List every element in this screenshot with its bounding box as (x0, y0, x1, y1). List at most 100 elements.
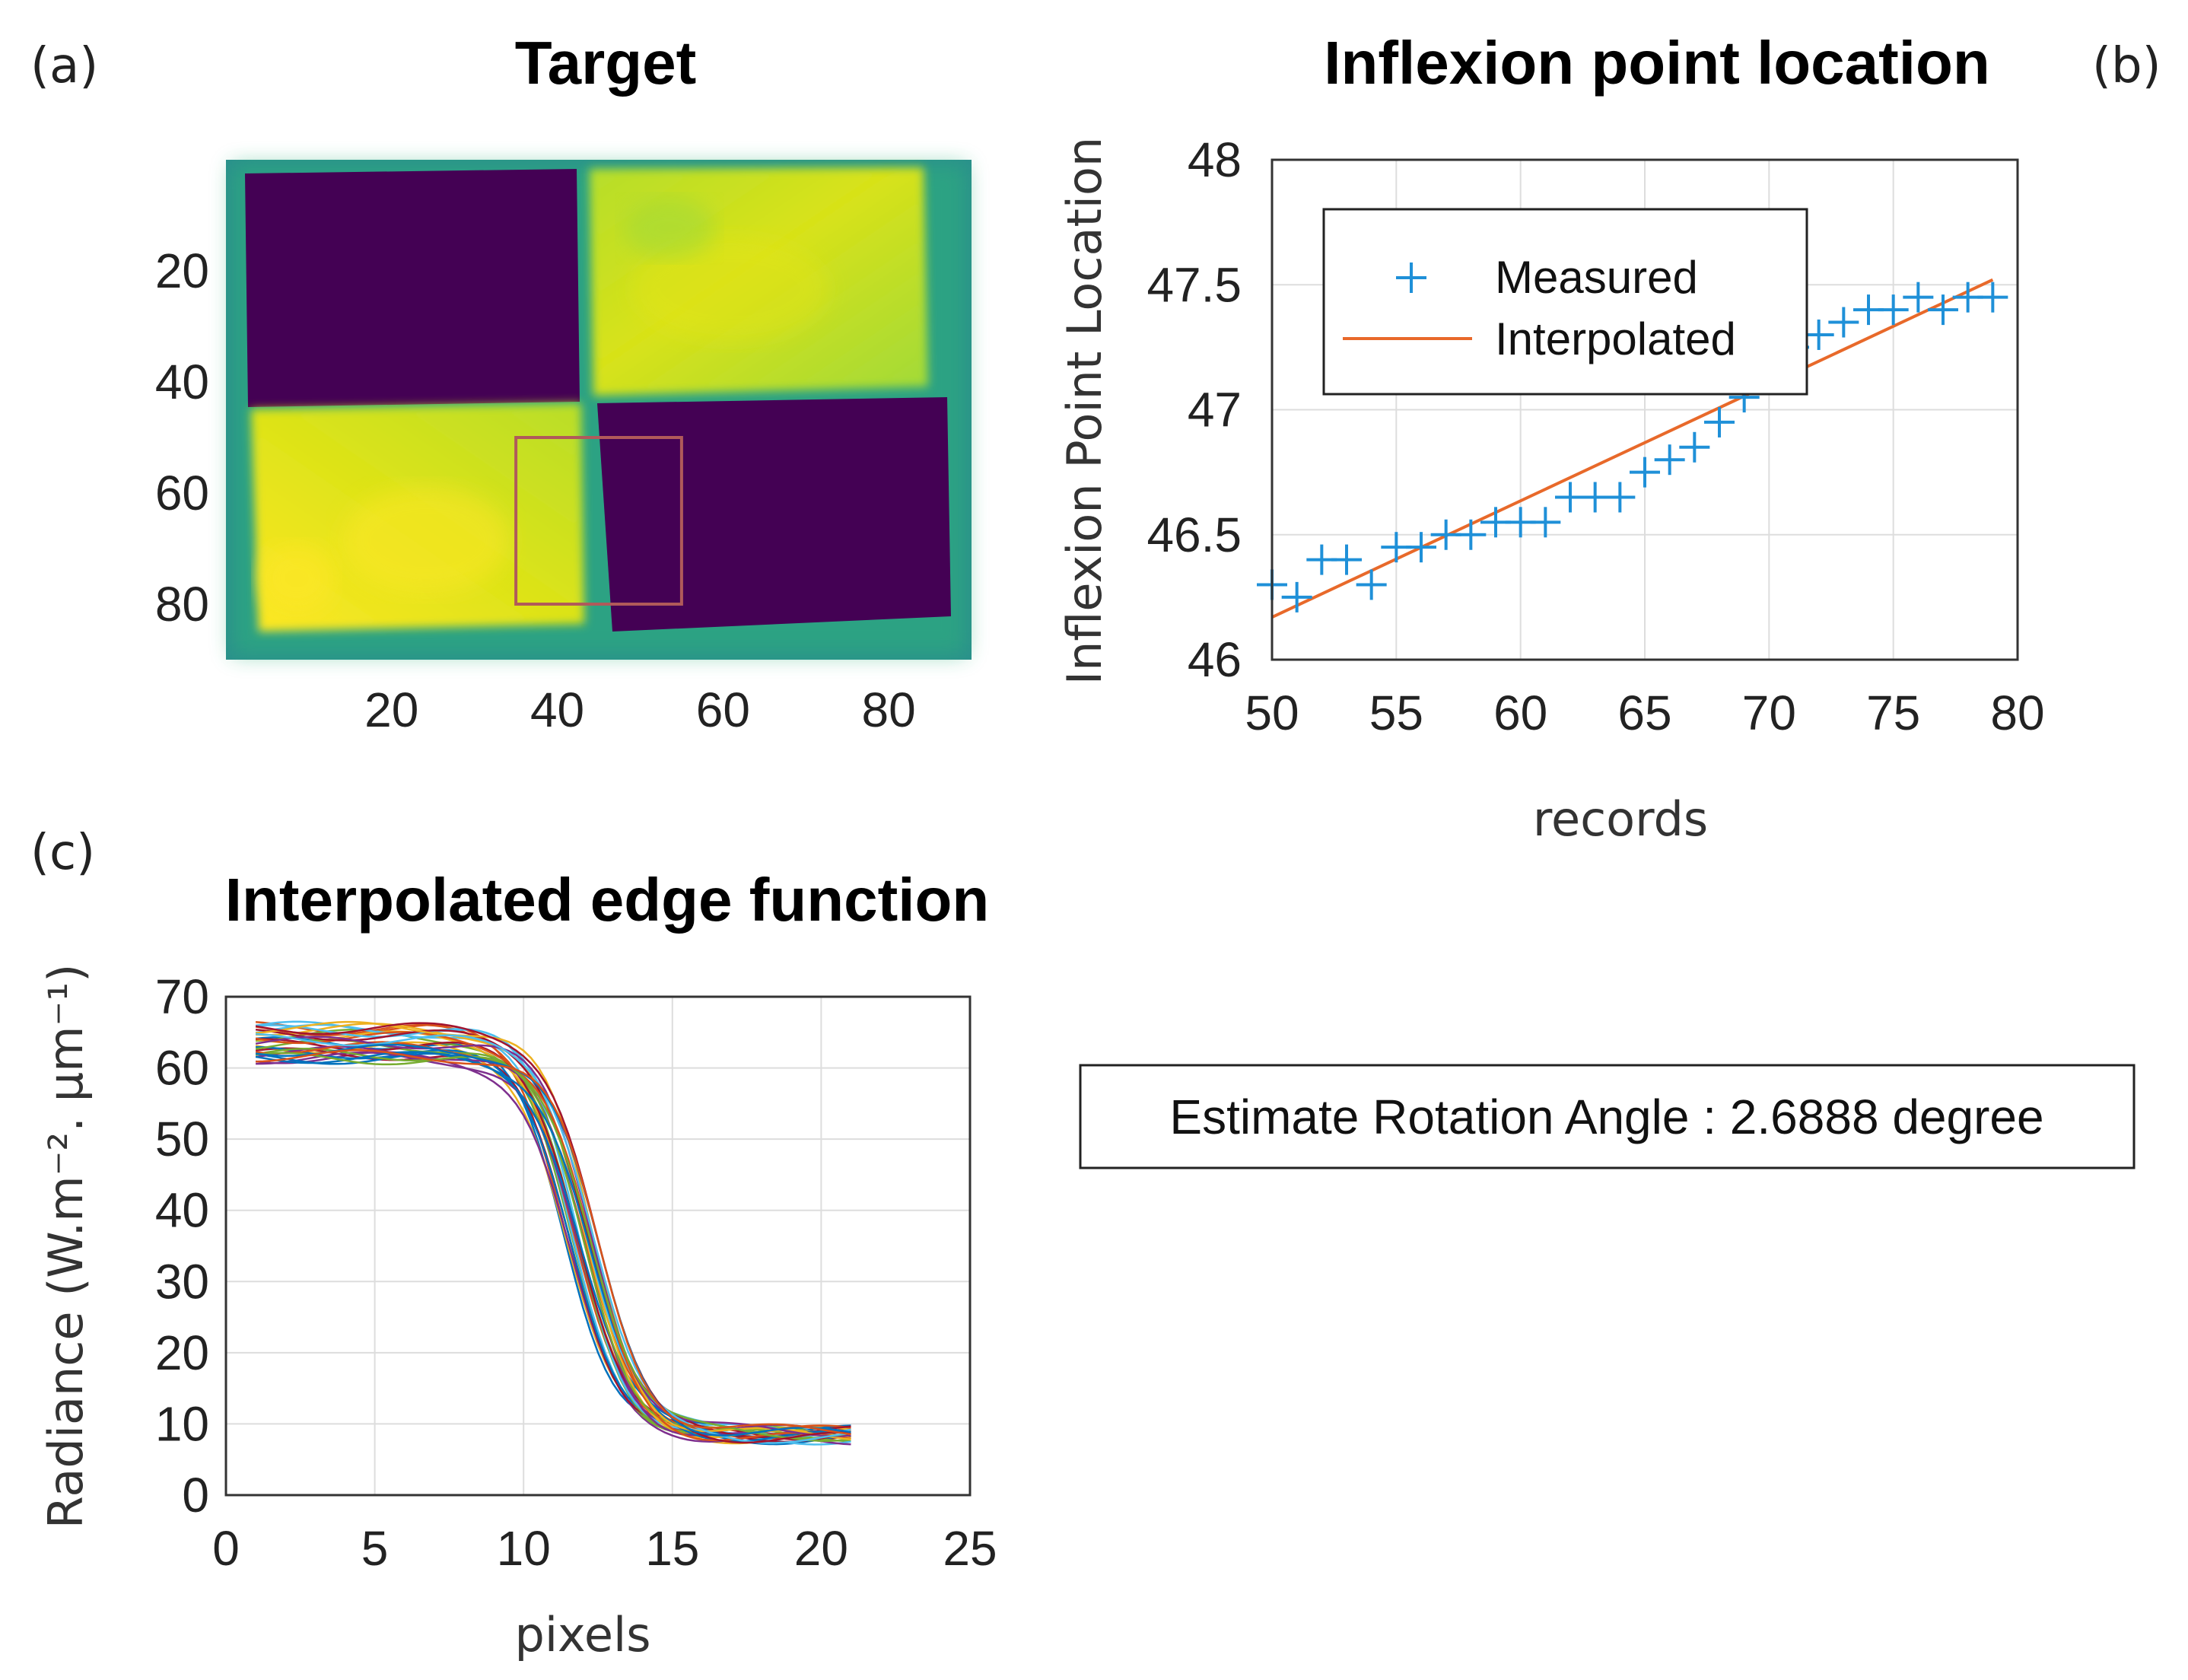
measured-point (1803, 319, 1834, 350)
edge-xtick: 0 (212, 1521, 240, 1576)
inflexion-xtick: 55 (1369, 686, 1423, 740)
edge-curve (255, 1022, 851, 1444)
target-title: Target (515, 29, 697, 97)
measured-point (1630, 457, 1660, 488)
edge-xtick: 10 (497, 1521, 551, 1576)
inflexion-ytick: 46 (1188, 632, 1242, 687)
rotation-angle-text: Estimate Rotation Angle : 2.6888 degree (1169, 1090, 2043, 1144)
target-xtick: 60 (696, 682, 750, 737)
measured-point (1828, 307, 1859, 338)
panel-label-b: (b) (2092, 38, 2161, 94)
edge-curve (256, 1024, 851, 1437)
edge-curves (255, 1020, 851, 1446)
dark-quadrant-top-left (245, 169, 580, 407)
inflexion-legend: Measured Interpolated (1322, 208, 1808, 396)
measured-point (1878, 294, 1909, 326)
legend-box (1322, 208, 1808, 396)
edge-ytick: 50 (155, 1112, 209, 1166)
panel-label-c: (c) (30, 825, 95, 881)
edge-ytick: 30 (155, 1254, 209, 1309)
inflexion-ytick: 46.5 (1146, 508, 1242, 562)
inflexion-axes-frame (1271, 158, 2019, 661)
inflexion-xtick: 50 (1245, 686, 1299, 740)
edge-axis-ticks: 0 5 10 15 20 25 0 10 20 30 40 50 60 70 (155, 969, 997, 1576)
legend-label-interpolated: Interpolated (1495, 313, 1736, 364)
edge-curve (255, 1039, 851, 1443)
edge-xtick: 5 (361, 1521, 389, 1576)
inflexion-ylabel: Inflexion Point Location (1057, 137, 1112, 685)
measured-point (1530, 507, 1561, 538)
edge-xtick: 20 (794, 1521, 848, 1576)
measured-point (1704, 406, 1735, 438)
edge-ytick: 20 (155, 1325, 209, 1380)
rotation-angle-box: Estimate Rotation Angle : 2.6888 degree (1079, 1064, 2136, 1169)
measured-point (1406, 532, 1436, 563)
target-xtick: 80 (862, 682, 916, 737)
target-xtick: 20 (364, 682, 418, 737)
edge-curve (255, 1051, 851, 1443)
measured-point (1331, 544, 1362, 575)
edge-grid (225, 996, 971, 1496)
inflexion-xlabel: records (1533, 791, 1708, 847)
edge-curve (256, 1049, 851, 1436)
measured-point (1928, 294, 1958, 326)
measured-point (1654, 444, 1685, 476)
edge-ytick: 70 (155, 969, 209, 1024)
panel-label-a: (a) (30, 38, 98, 94)
target-ytick: 60 (155, 466, 209, 520)
edge-curve (255, 1043, 851, 1437)
target-ytick: 40 (155, 355, 209, 409)
edge-curve (256, 1021, 851, 1440)
measured-point (1679, 431, 1710, 463)
target-ytick: 20 (155, 243, 209, 298)
edge-curve (255, 1020, 851, 1446)
measured-point (1455, 519, 1487, 550)
edge-curve (256, 1038, 851, 1443)
edge-curve (255, 1030, 851, 1437)
inflexion-xtick: 75 (1866, 686, 1920, 740)
inflexion-title: Inflexion point location (1324, 29, 1990, 97)
interpolated-line (1271, 278, 1994, 619)
target-xtick: 40 (530, 682, 584, 737)
edge-ylabel: Radiance (W.m⁻². μm⁻¹) (38, 964, 94, 1529)
edge-xtick: 25 (943, 1521, 997, 1576)
measured-point (1977, 282, 2008, 313)
edge-curve (255, 1029, 851, 1439)
legend-marker-measured (1396, 262, 1426, 293)
edge-curve (256, 1023, 851, 1440)
edge-ytick: 10 (155, 1396, 209, 1451)
edge-ytick: 40 (155, 1183, 209, 1238)
inflexion-axis-ticks: 50 55 60 65 70 75 80 46 46.5 47 47.5 48 (1146, 132, 2044, 740)
interpolated-fit-line (1271, 278, 1994, 619)
edge-curve (256, 1020, 851, 1440)
measured-point (1281, 581, 1312, 612)
edge-panel: Interpolated edge function 0 5 10 15 20 25 0 10… (38, 866, 997, 1662)
inflexion-xtick: 65 (1617, 686, 1671, 740)
edge-title: Interpolated edge function (225, 866, 989, 934)
edge-curve (255, 1023, 851, 1437)
dark-quadrant-bottom-right (597, 397, 951, 632)
target-roi (514, 436, 683, 606)
target-panel: Target 20 40 60 80 20 40 60 80 (155, 29, 972, 737)
measured-point (1903, 282, 1934, 313)
edge-axes-frame (224, 995, 972, 1497)
edge-curve (256, 1029, 851, 1438)
edge-curve (255, 1023, 851, 1443)
edge-curve (255, 1031, 851, 1437)
roi-rectangle (514, 436, 683, 606)
legend-label-measured: Measured (1495, 252, 1698, 303)
edge-ytick: 0 (182, 1468, 209, 1522)
edge-curve (255, 1041, 851, 1445)
inflexion-panel: Inflexion point location 50 55 60 65 70 75 80 4… (1057, 29, 2045, 847)
edge-ytick: 60 (155, 1041, 209, 1096)
edge-curve (255, 1041, 851, 1442)
inflexion-ytick: 47 (1188, 383, 1242, 438)
inflexion-xtick: 70 (1742, 686, 1796, 740)
edge-xtick: 15 (645, 1521, 699, 1576)
target-ytick: 80 (155, 577, 209, 632)
inflexion-xtick: 60 (1493, 686, 1547, 740)
edge-xlabel: pixels (514, 1607, 650, 1662)
inflexion-ytick: 48 (1188, 132, 1242, 187)
target-axis-ticks: 20 40 60 80 20 40 60 80 (155, 243, 916, 737)
